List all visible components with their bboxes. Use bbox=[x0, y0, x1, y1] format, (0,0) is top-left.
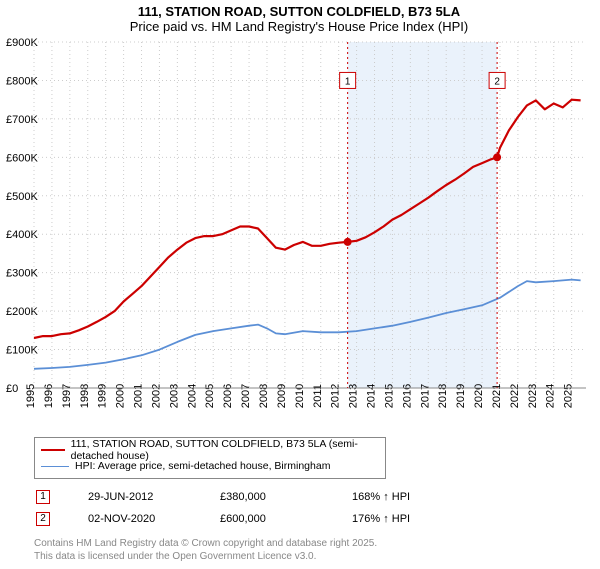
svg-text:£0: £0 bbox=[6, 383, 18, 395]
svg-text:2016: 2016 bbox=[401, 384, 413, 408]
title-line-1: 111, STATION ROAD, SUTTON COLDFIELD, B73… bbox=[6, 4, 592, 19]
marker-row: 1 29-JUN-2012 £380,000 168% ↑ HPI bbox=[36, 487, 482, 507]
svg-text:2001: 2001 bbox=[133, 384, 145, 408]
marker-row: 2 02-NOV-2020 £600,000 176% ↑ HPI bbox=[36, 509, 482, 529]
svg-text:2008: 2008 bbox=[258, 384, 270, 408]
footer-line-1: Contains HM Land Registry data © Crown c… bbox=[34, 537, 592, 550]
marker-index-box: 2 bbox=[36, 512, 50, 526]
svg-text:2: 2 bbox=[494, 76, 500, 87]
svg-text:£500K: £500K bbox=[6, 191, 38, 203]
svg-text:£200K: £200K bbox=[6, 306, 38, 318]
chart-titles: 111, STATION ROAD, SUTTON COLDFIELD, B73… bbox=[6, 4, 592, 34]
svg-text:2005: 2005 bbox=[204, 384, 216, 408]
svg-text:2002: 2002 bbox=[150, 384, 162, 408]
marker-date: 29-JUN-2012 bbox=[88, 487, 218, 507]
legend-item: HPI: Average price, semi-detached house,… bbox=[41, 458, 379, 474]
marker-price: £380,000 bbox=[220, 487, 350, 507]
marker-date: 02-NOV-2020 bbox=[88, 509, 218, 529]
marker-index-box: 1 bbox=[36, 490, 50, 504]
svg-text:2019: 2019 bbox=[455, 384, 467, 408]
line-chart-svg: £0£100K£200K£300K£400K£500K£600K£700K£80… bbox=[6, 38, 592, 433]
svg-text:2007: 2007 bbox=[240, 384, 252, 408]
svg-text:2020: 2020 bbox=[473, 384, 485, 408]
legend-text: HPI: Average price, semi-detached house,… bbox=[75, 460, 330, 472]
svg-text:2006: 2006 bbox=[222, 384, 234, 408]
legend-swatch bbox=[41, 466, 69, 467]
svg-text:1998: 1998 bbox=[79, 384, 91, 408]
svg-text:£300K: £300K bbox=[6, 268, 38, 280]
svg-text:£700K: £700K bbox=[6, 114, 38, 126]
svg-text:1: 1 bbox=[345, 76, 351, 87]
svg-text:2018: 2018 bbox=[437, 384, 449, 408]
svg-text:1997: 1997 bbox=[61, 384, 73, 408]
svg-text:2024: 2024 bbox=[545, 384, 557, 408]
svg-text:2012: 2012 bbox=[330, 384, 342, 408]
marker-delta: 176% ↑ HPI bbox=[352, 509, 482, 529]
marker-table: 1 29-JUN-2012 £380,000 168% ↑ HPI 2 02-N… bbox=[34, 485, 484, 531]
svg-text:2023: 2023 bbox=[527, 384, 539, 408]
svg-text:2014: 2014 bbox=[366, 384, 378, 408]
svg-text:2009: 2009 bbox=[276, 384, 288, 408]
svg-text:2004: 2004 bbox=[186, 384, 198, 408]
marker-delta: 168% ↑ HPI bbox=[352, 487, 482, 507]
footer-line-2: This data is licensed under the Open Gov… bbox=[34, 550, 592, 563]
svg-text:2025: 2025 bbox=[563, 384, 575, 408]
svg-text:2003: 2003 bbox=[168, 384, 180, 408]
svg-text:£900K: £900K bbox=[6, 38, 38, 49]
svg-text:£800K: £800K bbox=[6, 75, 38, 87]
legend-text: 111, STATION ROAD, SUTTON COLDFIELD, B73… bbox=[71, 438, 379, 462]
svg-text:2010: 2010 bbox=[294, 384, 306, 408]
svg-text:2017: 2017 bbox=[419, 384, 431, 408]
svg-text:£400K: £400K bbox=[6, 229, 38, 241]
svg-text:2000: 2000 bbox=[115, 384, 127, 408]
svg-text:2022: 2022 bbox=[509, 384, 521, 408]
svg-text:1996: 1996 bbox=[43, 384, 55, 408]
marker-price: £600,000 bbox=[220, 509, 350, 529]
legend: 111, STATION ROAD, SUTTON COLDFIELD, B73… bbox=[34, 437, 386, 479]
footer: Contains HM Land Registry data © Crown c… bbox=[34, 537, 592, 563]
svg-text:1999: 1999 bbox=[97, 384, 109, 408]
svg-text:1995: 1995 bbox=[25, 384, 37, 408]
svg-text:2015: 2015 bbox=[383, 384, 395, 408]
legend-swatch bbox=[41, 449, 65, 451]
title-line-2: Price paid vs. HM Land Registry's House … bbox=[6, 19, 592, 34]
chart-area: £0£100K£200K£300K£400K£500K£600K£700K£80… bbox=[6, 38, 592, 433]
svg-text:2013: 2013 bbox=[348, 384, 360, 408]
legend-item: 111, STATION ROAD, SUTTON COLDFIELD, B73… bbox=[41, 442, 379, 458]
